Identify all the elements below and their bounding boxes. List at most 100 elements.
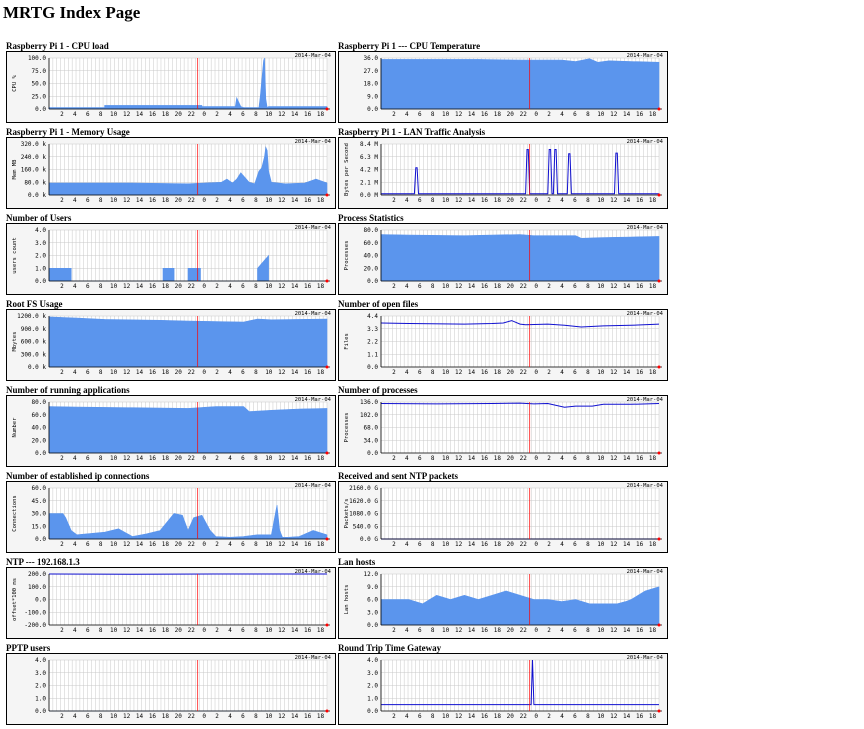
x-tick-label: 16 — [304, 283, 312, 290]
graph-title-link[interactable]: Raspberry Pi 1 --- CPU Temperature — [338, 41, 668, 51]
x-tick-label: 14 — [291, 197, 299, 204]
graph-title-link[interactable]: Number of processes — [338, 385, 668, 395]
graph-title-link[interactable]: Number of Users — [6, 213, 336, 223]
x-tick-label: 8 — [254, 283, 258, 290]
x-tick-label: 12 — [610, 713, 618, 720]
x-tick-label: 6 — [241, 713, 245, 720]
x-tick-label: 18 — [494, 283, 502, 290]
x-tick-label: 12 — [278, 541, 286, 548]
x-tick-label: 8 — [431, 369, 435, 376]
graph-title-link[interactable]: Number of established ip connections — [6, 471, 336, 481]
x-tick-label: 18 — [494, 197, 502, 204]
x-tick-label: 12 — [455, 541, 463, 548]
y-axis-label: Number — [12, 417, 18, 438]
x-tick-label: 12 — [455, 455, 463, 462]
x-tick-label: 10 — [597, 283, 605, 290]
x-tick-label: 4 — [73, 541, 77, 548]
x-tick-label: 12 — [610, 111, 618, 118]
x-tick-label: 2 — [60, 541, 64, 548]
graph-title-link[interactable]: Process Statistics — [338, 213, 668, 223]
x-tick-label: 0 — [534, 283, 538, 290]
graph-title-link[interactable]: Raspberry Pi 1 - CPU load — [6, 41, 336, 51]
graph-title-link[interactable]: NTP --- 192.168.1.3 — [6, 557, 336, 567]
x-tick-label: 18 — [317, 541, 325, 548]
x-tick-label: 10 — [265, 197, 273, 204]
y-tick-label: 27.0 — [364, 68, 379, 75]
x-tick-label: 16 — [481, 455, 489, 462]
series-area — [381, 59, 659, 109]
x-tick-label: 4 — [228, 713, 232, 720]
x-tick-label: 12 — [123, 369, 131, 376]
graph-title-link[interactable]: Raspberry Pi 1 - Memory Usage — [6, 127, 336, 137]
x-tick-label: 4 — [405, 541, 409, 548]
x-tick-label: 2 — [215, 369, 219, 376]
x-tick-label: 14 — [291, 111, 299, 118]
x-tick-label: 18 — [649, 369, 657, 376]
x-tick-label: 10 — [597, 627, 605, 634]
y-tick-label: 4.0 — [35, 227, 46, 234]
x-tick-label: 12 — [278, 197, 286, 204]
date-stamp: 2014-Mar-04 — [295, 569, 332, 575]
x-tick-label: 0 — [534, 627, 538, 634]
graph-title-link[interactable]: Round Trip Time Gateway — [338, 643, 668, 653]
y-tick-label: 0.0 M — [360, 192, 378, 199]
graph-title-link[interactable]: Number of open files — [338, 299, 668, 309]
x-tick-label: 8 — [431, 627, 435, 634]
x-tick-label: 18 — [317, 283, 325, 290]
y-tick-label: 0.0 k — [28, 192, 46, 199]
graph-title-link[interactable]: Received and sent NTP packets — [338, 471, 668, 481]
x-tick-label: 20 — [175, 111, 183, 118]
x-tick-label: 12 — [123, 455, 131, 462]
x-tick-label: 14 — [623, 627, 631, 634]
x-tick-label: 6 — [573, 541, 577, 548]
x-tick-label: 6 — [241, 541, 245, 548]
x-tick-label: 22 — [188, 197, 196, 204]
current-time-marker — [658, 538, 661, 541]
series-area — [49, 317, 327, 367]
graph-title-link[interactable]: Root FS Usage — [6, 299, 336, 309]
y-tick-label: 2160.0 G — [349, 485, 378, 492]
x-tick-label: 8 — [254, 713, 258, 720]
date-stamp: 2014-Mar-04 — [627, 53, 664, 59]
y-tick-label: 25.0 — [32, 93, 47, 100]
x-tick-label: 2 — [547, 455, 551, 462]
y-tick-label: 20.0 — [364, 265, 379, 272]
x-tick-label: 10 — [110, 197, 118, 204]
x-tick-label: 4 — [560, 541, 564, 548]
y-tick-label: 34.0 — [364, 437, 379, 444]
x-tick-label: 4 — [228, 197, 232, 204]
y-tick-label: 0.0 k — [28, 364, 46, 371]
date-stamp: 2014-Mar-04 — [295, 397, 332, 403]
graph-title-link[interactable]: Number of running applications — [6, 385, 336, 395]
y-tick-label: 36.0 — [364, 55, 379, 62]
graph-title-link[interactable]: Lan hosts — [338, 557, 668, 567]
y-axis-label: offset*100 ms — [12, 578, 18, 621]
current-time-marker — [326, 280, 329, 283]
y-tick-label: 3.0 — [367, 670, 378, 677]
x-tick-label: 18 — [494, 369, 502, 376]
x-tick-label: 14 — [291, 627, 299, 634]
x-tick-label: 10 — [265, 541, 273, 548]
y-tick-label: 12.0 — [364, 571, 379, 578]
x-tick-label: 16 — [149, 541, 157, 548]
graph-title-link[interactable]: PPTP users — [6, 643, 336, 653]
graph-title-link[interactable]: Raspberry Pi 1 - LAN Traffic Analysis — [338, 127, 668, 137]
